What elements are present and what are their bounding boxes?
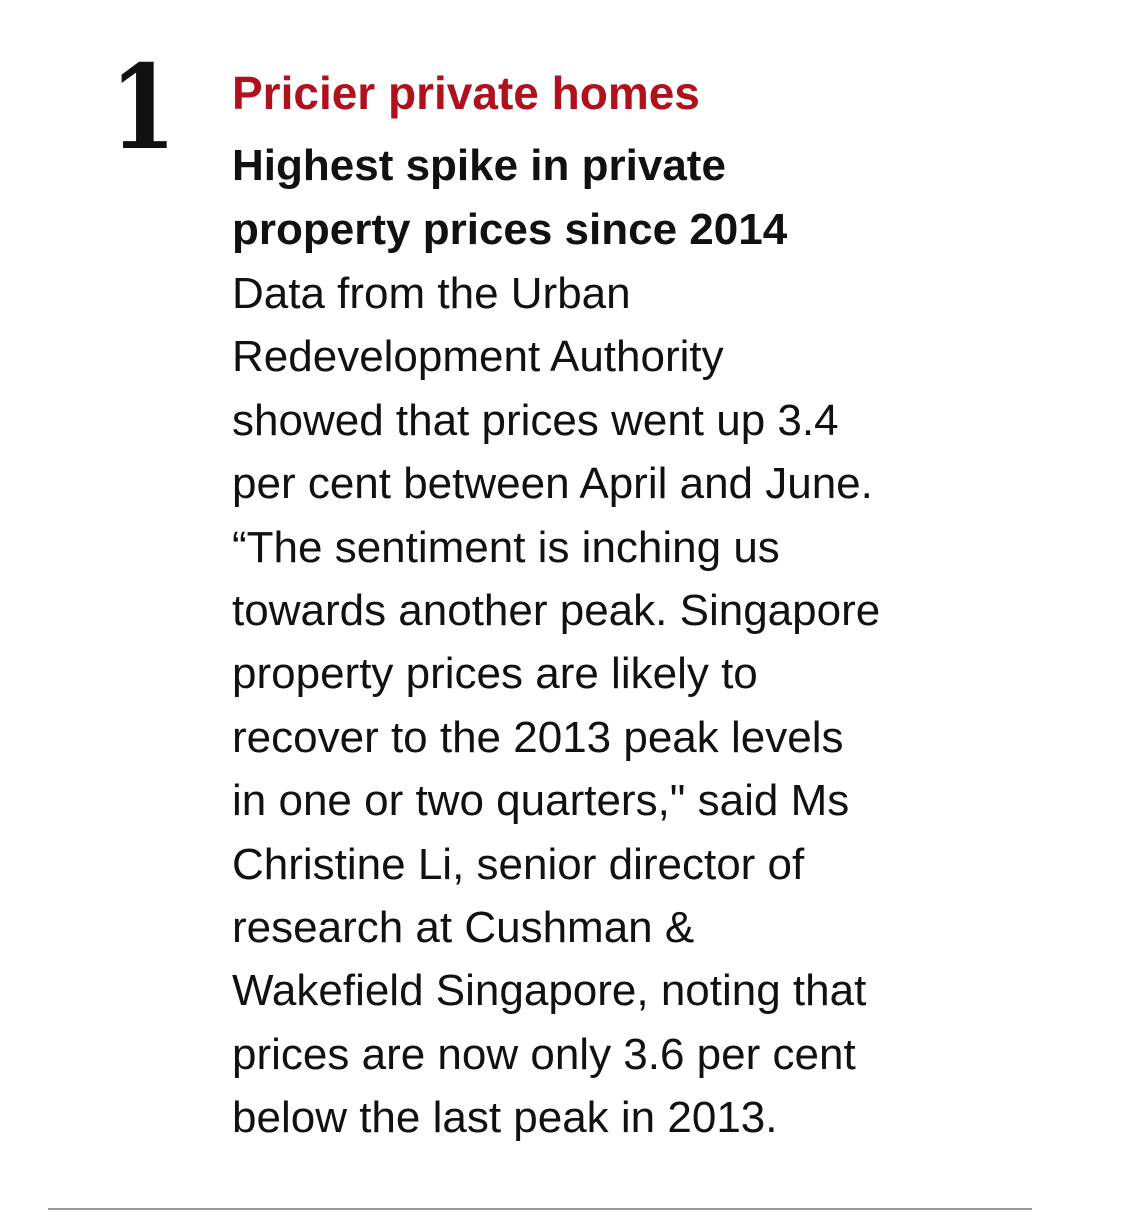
body-line: research at Cushman & [232,903,695,953]
body-line: per cent between April and June. [232,459,873,509]
body-line: towards another peak. Singapore [232,586,881,636]
kicker-heading: Pricier private homes [232,67,700,119]
item-number: 1 [110,40,176,176]
article-item: Pricier private homes Highest spike in p… [232,62,1092,1150]
body-line: below the last peak in 2013. [232,1093,778,1143]
body-text: Data from the Urban Redevelopment Author… [232,262,1092,1150]
section-divider [48,1208,1032,1210]
headline-line: Highest spike in private [232,141,726,190]
headline: Highest spike in private property prices… [232,134,1092,262]
body-line: Redevelopment Authority [232,332,724,382]
body-line: in one or two quarters," said Ms [232,776,850,826]
headline-line: property prices since 2014 [232,205,788,254]
body-line: property prices are likely to [232,649,758,699]
body-line: “The sentiment is inching us [232,522,780,572]
body-line: Data from the Urban [232,269,631,318]
body-line: prices are now only 3.6 per cent [232,1029,856,1079]
body-line: Wakefield Singapore, noting that [232,966,867,1016]
body-line: recover to the 2013 peak levels [232,712,844,762]
body-line: showed that prices went up 3.4 [232,395,839,445]
body-line: Christine Li, senior director of [232,839,805,889]
